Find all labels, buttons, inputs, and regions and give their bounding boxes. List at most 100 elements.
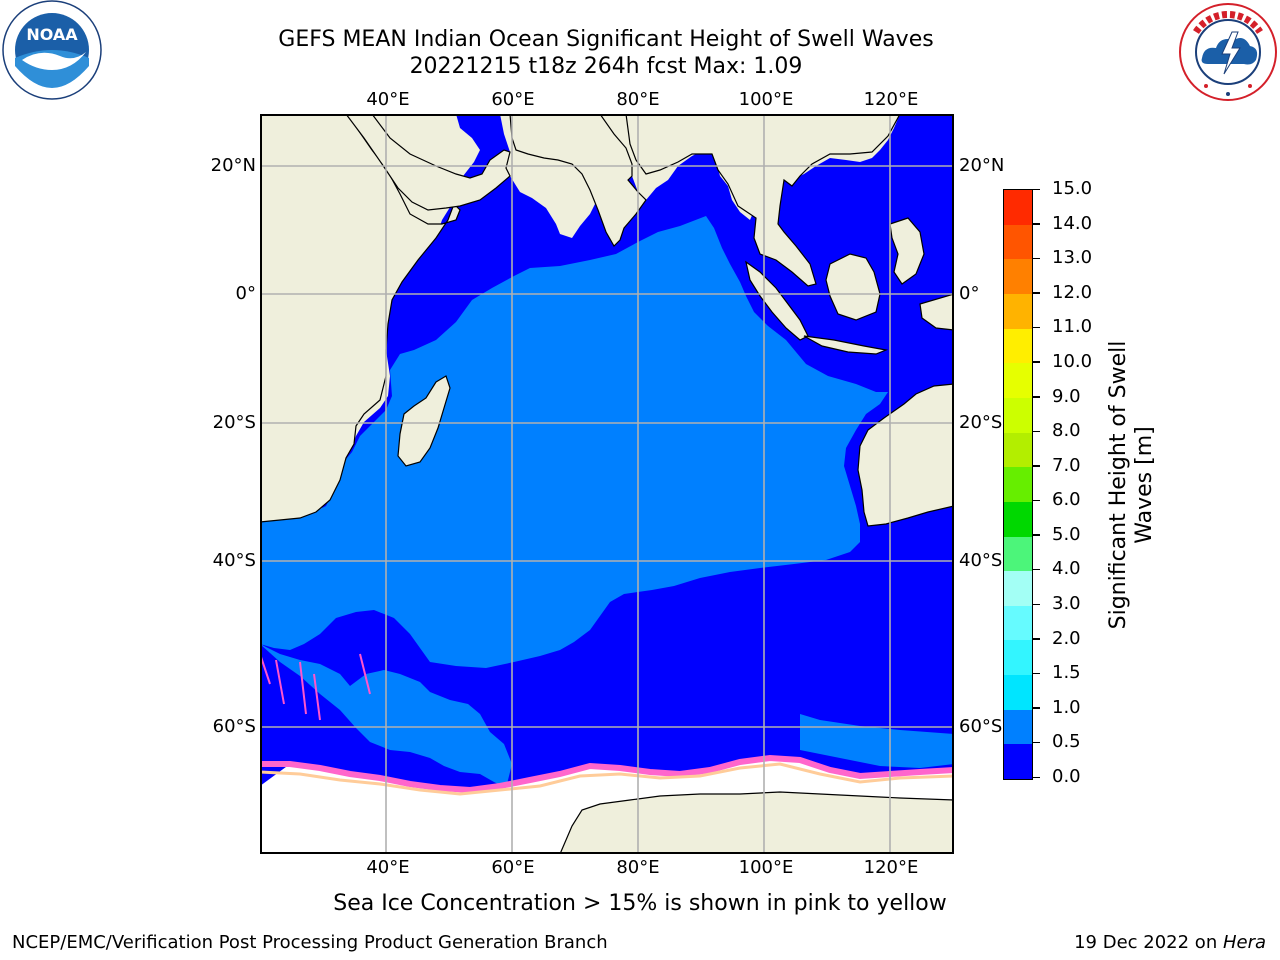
java-land bbox=[803, 335, 889, 355]
colorbar-tick-label: 4.0 bbox=[1052, 558, 1081, 580]
arabia-land bbox=[345, 114, 511, 211]
colorbar-label-line1: Significant Height of Swell bbox=[1106, 340, 1131, 630]
colorbar-tick-mark bbox=[1033, 741, 1040, 744]
colorbar-swatch bbox=[1004, 328, 1032, 364]
colorbar-tick-mark bbox=[1033, 465, 1040, 467]
colorbar-swatch bbox=[1004, 501, 1032, 537]
noaa-logo-text: NOAA bbox=[26, 25, 78, 44]
colorbar-swatch bbox=[1004, 467, 1032, 502]
colorbar-tick-mark bbox=[1033, 776, 1040, 778]
lat-label-right-40s: 40°S bbox=[959, 550, 1003, 571]
colorbar-tick-mark bbox=[1033, 499, 1040, 502]
sea-ice-edge-inner bbox=[260, 762, 954, 796]
map-frame[interactable] bbox=[260, 114, 954, 854]
colorbar-label: Significant Height of Swell Waves [m] bbox=[1104, 190, 1160, 780]
colorbar-swatch bbox=[1004, 259, 1032, 295]
colorbar-swatch bbox=[1004, 640, 1032, 676]
sea-ice-edge bbox=[260, 754, 954, 794]
lat-label-left-60s: 60°S bbox=[212, 716, 256, 737]
colorbar-tick-label: 14.0 bbox=[1052, 212, 1093, 234]
africa-land bbox=[260, 114, 461, 523]
colorbar-tick-label: 5.0 bbox=[1052, 523, 1081, 545]
colorbar-tick-mark bbox=[1033, 672, 1040, 675]
chart-subtitle: 20221215 t18z 264h fcst Max: 1.09 bbox=[409, 54, 803, 79]
colorbar-swatch bbox=[1004, 224, 1032, 260]
lat-label-right-20s: 20°S bbox=[959, 412, 1003, 433]
lon-label-top-100: 100°E bbox=[738, 89, 794, 110]
colorbar-tick-label: 1.0 bbox=[1052, 696, 1081, 718]
colorbar-swatch bbox=[1004, 363, 1032, 398]
lat-label-left-40s: 40°S bbox=[212, 550, 256, 571]
islands-land bbox=[889, 217, 925, 285]
madagascar bbox=[397, 375, 451, 467]
lon-label-top-60: 60°E bbox=[491, 89, 535, 110]
colorbar-swatch bbox=[1004, 605, 1032, 641]
colorbar-tick-mark bbox=[1033, 257, 1040, 260]
colorbar-tick-label: 7.0 bbox=[1052, 454, 1081, 476]
colorbar-tick-label: 0.0 bbox=[1052, 766, 1081, 787]
swell-zone-light bbox=[260, 216, 888, 668]
colorbar-tick-label: 1.5 bbox=[1052, 662, 1081, 684]
map-svg bbox=[260, 114, 954, 854]
lat-label-left-20n: 20°N bbox=[210, 155, 256, 176]
colorbar-tick-label: 10.0 bbox=[1052, 350, 1093, 372]
colorbar-swatch bbox=[1004, 190, 1032, 225]
colorbar-tick-mark bbox=[1033, 396, 1040, 398]
lat-label-left-0: 0° bbox=[235, 283, 256, 304]
colorbar-tick-label: 11.0 bbox=[1052, 316, 1093, 338]
colorbar-tick-mark bbox=[1033, 638, 1040, 640]
colorbar-tick-label: 9.0 bbox=[1052, 385, 1081, 407]
colorbar bbox=[1003, 189, 1033, 780]
colorbar-tick-mark bbox=[1033, 430, 1040, 433]
sea-ice-caption: Sea Ice Concentration > 15% is shown in … bbox=[333, 891, 947, 916]
se-asia-land bbox=[625, 114, 901, 287]
new-guinea-land bbox=[919, 293, 954, 331]
lon-label-bottom-40: 40°E bbox=[366, 857, 410, 878]
colorbar-tick-label: 0.5 bbox=[1052, 731, 1081, 753]
colorbar-swatch bbox=[1004, 744, 1032, 779]
colorbar-tick-mark bbox=[1033, 188, 1040, 190]
colorbar-swatch bbox=[1004, 571, 1032, 606]
colorbar-label-line2: Waves [m] bbox=[1132, 426, 1157, 544]
colorbar-tick-label: 6.0 bbox=[1052, 489, 1081, 511]
colorbar-tick-label: 2.0 bbox=[1052, 627, 1081, 649]
footer-right: 19 Dec 2022 on Hera bbox=[1074, 932, 1266, 954]
colorbar-swatch bbox=[1004, 675, 1032, 710]
colorbar-tick-label: 15.0 bbox=[1052, 178, 1093, 199]
colorbar-tick-mark bbox=[1033, 707, 1040, 709]
colorbar-swatch bbox=[1004, 294, 1032, 329]
footer-date: 19 Dec 2022 on bbox=[1074, 932, 1223, 953]
lon-label-top-120: 120°E bbox=[863, 89, 919, 110]
colorbar-tick-label: 13.0 bbox=[1052, 247, 1093, 269]
lon-label-bottom-100: 100°E bbox=[738, 857, 794, 878]
colorbar-tick-mark bbox=[1033, 603, 1040, 606]
footer-left: NCEP/EMC/Verification Post Processing Pr… bbox=[12, 932, 608, 953]
colorbar-tick-mark bbox=[1033, 223, 1040, 225]
lat-label-right-20n: 20°N bbox=[959, 155, 1005, 176]
ice-streaks bbox=[260, 653, 371, 721]
colorbar-tick-label: 3.0 bbox=[1052, 593, 1081, 615]
noaa-logo: NOAA bbox=[0, 0, 104, 104]
colorbar-swatch bbox=[1004, 397, 1032, 433]
map-border bbox=[260, 114, 954, 854]
colorbar-swatch bbox=[1004, 709, 1032, 745]
colorbar-tick-mark bbox=[1033, 361, 1040, 363]
lat-label-right-0: 0° bbox=[959, 283, 980, 304]
colorbar-swatches bbox=[1004, 190, 1032, 779]
lon-label-top-80: 80°E bbox=[616, 89, 660, 110]
colorbar-swatch bbox=[1004, 536, 1032, 572]
chart-title: GEFS MEAN Indian Ocean Significant Heigh… bbox=[278, 27, 934, 52]
borneo-land bbox=[825, 253, 881, 321]
lon-label-top-40: 40°E bbox=[366, 89, 410, 110]
colorbar-swatch bbox=[1004, 432, 1032, 468]
gridlines bbox=[260, 114, 954, 854]
colorbar-tick-label: 12.0 bbox=[1052, 281, 1093, 303]
antarctica-land bbox=[559, 791, 954, 854]
colorbar-tick-mark bbox=[1033, 534, 1040, 536]
lat-label-left-20s: 20°S bbox=[212, 412, 256, 433]
lon-label-bottom-120: 120°E bbox=[863, 857, 919, 878]
lon-label-bottom-60: 60°E bbox=[491, 857, 535, 878]
colorbar-ticks: 0.0 0.5 1.0 1.5 2.0 3.0 4.0 5.0 6.0 7.0 8.0 9.0 10.0… bbox=[1033, 179, 1103, 787]
nws-logo bbox=[1178, 2, 1278, 102]
colorbar-tick-mark bbox=[1033, 326, 1040, 329]
